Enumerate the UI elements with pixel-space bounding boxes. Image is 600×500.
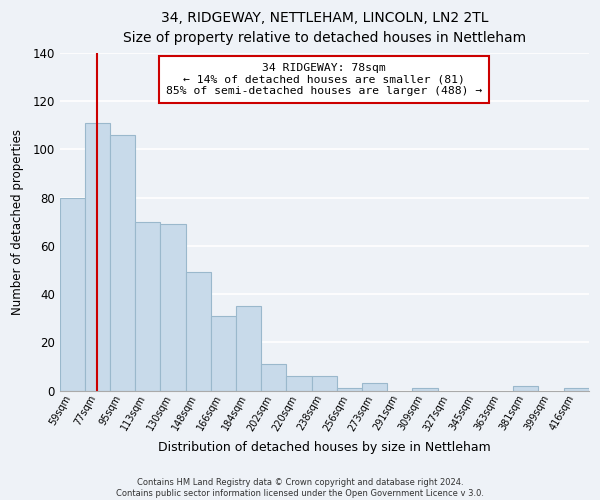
Bar	[412, 388, 437, 390]
Bar	[261, 364, 286, 390]
Bar	[311, 376, 337, 390]
Bar	[160, 224, 185, 390]
Bar	[135, 222, 160, 390]
Bar	[59, 198, 85, 390]
Bar	[337, 388, 362, 390]
Bar	[286, 376, 311, 390]
Bar	[236, 306, 261, 390]
Bar	[563, 388, 589, 390]
Title: 34, RIDGEWAY, NETTLEHAM, LINCOLN, LN2 2TL
Size of property relative to detached : 34, RIDGEWAY, NETTLEHAM, LINCOLN, LN2 2T…	[123, 11, 526, 44]
Bar	[185, 272, 211, 390]
Y-axis label: Number of detached properties: Number of detached properties	[11, 128, 24, 314]
Bar	[110, 135, 135, 390]
X-axis label: Distribution of detached houses by size in Nettleham: Distribution of detached houses by size …	[158, 441, 491, 454]
Text: Contains HM Land Registry data © Crown copyright and database right 2024.
Contai: Contains HM Land Registry data © Crown c…	[116, 478, 484, 498]
Bar	[362, 384, 387, 390]
Bar	[211, 316, 236, 390]
Text: 34 RIDGEWAY: 78sqm
← 14% of detached houses are smaller (81)
85% of semi-detache: 34 RIDGEWAY: 78sqm ← 14% of detached hou…	[166, 63, 482, 96]
Bar	[513, 386, 538, 390]
Bar	[85, 122, 110, 390]
